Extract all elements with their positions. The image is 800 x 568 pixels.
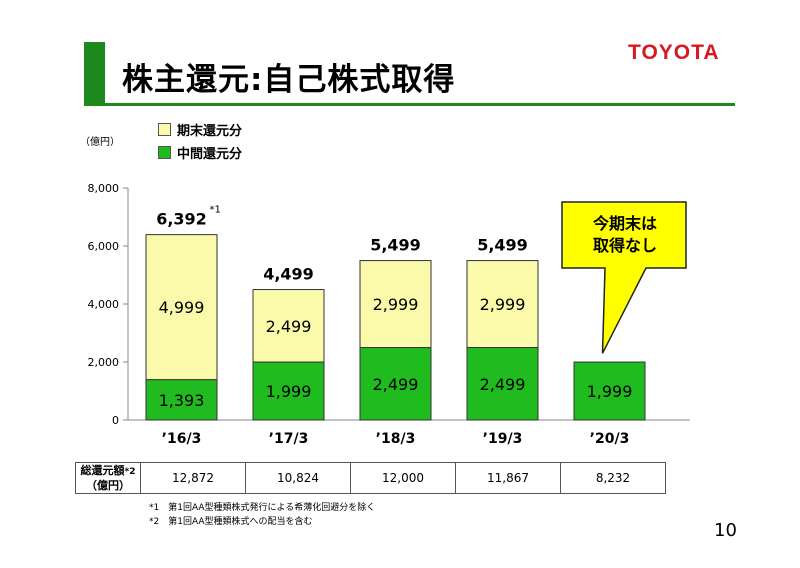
chart-area: 0 2,000 4,000 6,000 8,000 1,393 4,999 6,392 *1 ’1… (88, 182, 690, 447)
legend-swatch-year-end (158, 122, 171, 136)
x-tick-label: ’16/3 (162, 431, 202, 447)
total-return-cell: 8,232 (560, 462, 666, 494)
bar-year-end-label: 2,499 (266, 317, 312, 336)
callout-bubble (561, 201, 687, 354)
bar-year-end (359, 260, 432, 349)
bar-total-label: 5,499 (477, 236, 528, 255)
total-return-cell: 10,824 (245, 462, 351, 494)
y-tick-label: 8,000 (88, 182, 120, 195)
bar-year-end (252, 289, 325, 363)
bar-interim (252, 361, 325, 421)
bar-interim-label: 1,393 (159, 391, 205, 410)
callout-line-1: 今期末は (592, 214, 657, 233)
bar-interim (573, 361, 646, 421)
unit-label: （億円） (80, 137, 120, 148)
y-tick-label: 0 (112, 414, 119, 427)
total-return-cell: 11,867 (455, 462, 561, 494)
footnote-2: *2 第1回AA型種類株式への配当を含む (149, 517, 313, 527)
bar-interim-label: 1,999 (266, 382, 312, 401)
total-return-cell: 12,000 (350, 462, 456, 494)
title-underline (84, 103, 735, 106)
legend-label-interim: 中間還元分 (177, 146, 243, 162)
page-number: 10 (714, 520, 737, 541)
legend-item-year-end: 期末還元分 (158, 121, 243, 139)
y-tick-label: 2,000 (88, 356, 120, 369)
bar-total-label: 5,499 (370, 236, 421, 255)
total-return-header: 総還元額*2 （億円） (75, 462, 141, 494)
total-return-cell: 12,872 (140, 462, 246, 494)
callout-text: 今期末は 取得なし (570, 213, 680, 257)
x-tick-label: ’17/3 (269, 431, 309, 447)
x-tick-label: ’20/3 (590, 431, 630, 447)
x-tick-label: ’18/3 (376, 431, 416, 447)
bar-year-end (145, 234, 218, 381)
total-return-table: 総還元額*2 （億円） 12,872 10,824 12,000 11,867 … (75, 462, 666, 494)
footnotes: *1 第1回AA型種類株式発行による希薄化回避分を除く *2 第1回AA型種類株… (149, 501, 375, 529)
y-tick-label: 4,000 (88, 298, 120, 311)
legend-item-interim: 中間還元分 (158, 144, 243, 162)
callout-line-2: 取得なし (592, 236, 657, 255)
bar-interim (145, 379, 218, 421)
x-tick-label: ’19/3 (483, 431, 523, 447)
bar-year-end-label: 2,999 (373, 295, 419, 314)
bar-interim-label: 2,499 (480, 375, 526, 394)
bar-total-label: 6,392 (156, 210, 207, 229)
legend-swatch-interim (158, 145, 171, 159)
total-return-header-unit: （億円） (86, 479, 130, 492)
bar-year-end-label: 4,999 (159, 298, 205, 317)
bar-interim (466, 347, 539, 421)
bar-total-label: 4,499 (263, 265, 314, 284)
legend-label-year-end: 期末還元分 (177, 123, 243, 139)
total-return-header-label: 総還元額 (80, 464, 125, 477)
page-title: 株主還元:自己株式取得 (122, 62, 456, 98)
total-return-header-note: *2 (124, 467, 136, 477)
toyota-logo: TOYOTA (628, 41, 720, 64)
bar-total-note: *1 (210, 205, 221, 216)
bar-interim-label: 1,999 (587, 382, 633, 401)
bar-interim (359, 347, 432, 421)
bar-year-end (466, 260, 539, 349)
y-tick-label: 6,000 (88, 240, 120, 253)
title-accent-bar (84, 42, 105, 104)
bar-interim-label: 2,499 (373, 375, 419, 394)
bar-year-end-label: 2,999 (480, 295, 526, 314)
footnote-1: *1 第1回AA型種類株式発行による希薄化回避分を除く (149, 503, 376, 513)
